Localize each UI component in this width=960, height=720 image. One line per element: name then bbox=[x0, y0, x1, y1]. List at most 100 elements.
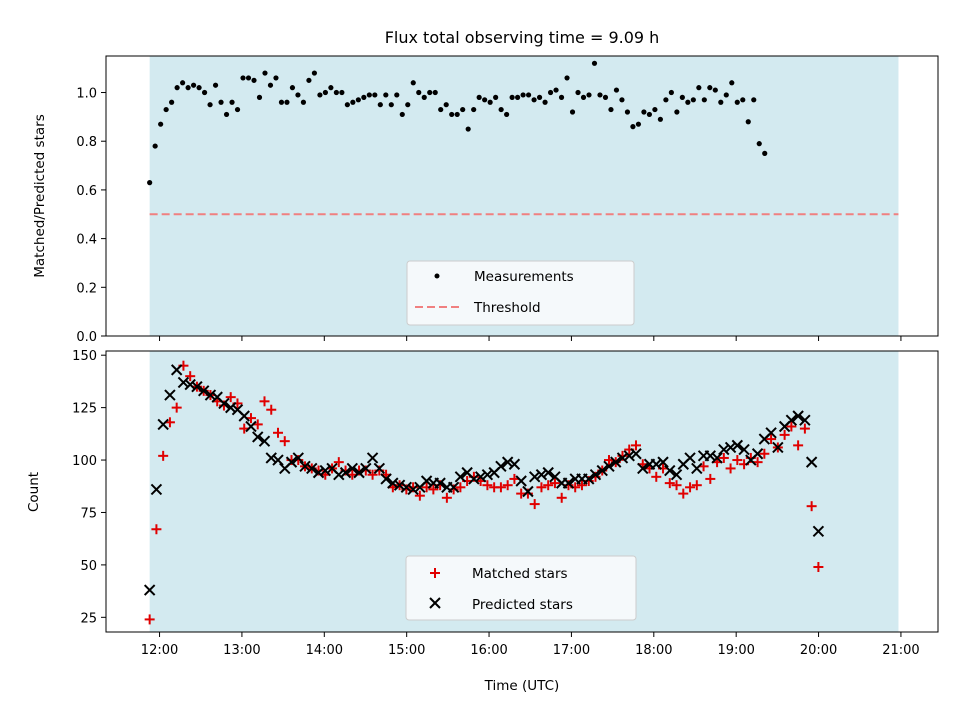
measurement-point bbox=[504, 111, 510, 118]
matched-star-point bbox=[549, 478, 560, 489]
legend-matched-label: Matched stars bbox=[472, 566, 568, 582]
top-legend-box bbox=[406, 260, 635, 326]
bottom-y-tick-label: 50 bbox=[80, 559, 97, 574]
predicted-star-point bbox=[508, 458, 521, 470]
measurement-point bbox=[443, 102, 449, 108]
predicted-star-point bbox=[353, 466, 365, 479]
predicted-star-point bbox=[312, 466, 325, 479]
x-tick-label: 20:00 bbox=[800, 643, 837, 658]
predicted-star-point bbox=[333, 469, 345, 481]
predicted-star-point bbox=[400, 481, 413, 494]
predicted-star-point bbox=[799, 414, 811, 426]
predicted-star-point bbox=[772, 441, 784, 454]
matched-star-point bbox=[556, 492, 567, 503]
predicted-star-point bbox=[785, 414, 798, 426]
measurement-point bbox=[515, 94, 521, 100]
measurement-point bbox=[471, 106, 477, 113]
measurement-point bbox=[388, 102, 394, 108]
measurement-point bbox=[322, 89, 328, 96]
matched-star-point bbox=[171, 402, 182, 413]
x-tick-label: 14:00 bbox=[306, 643, 343, 658]
matched-star-point bbox=[279, 436, 290, 447]
measurement-point bbox=[169, 99, 175, 105]
predicted-star-point bbox=[596, 464, 608, 477]
top-legend: Measurements Threshold bbox=[406, 260, 635, 326]
x-tick-label: 13:00 bbox=[223, 643, 260, 658]
predicted-star-point bbox=[711, 452, 723, 464]
matched-star-point bbox=[185, 371, 196, 382]
predicted-star-point bbox=[691, 462, 703, 475]
predicted-star-point bbox=[630, 448, 642, 460]
measurement-point bbox=[696, 85, 702, 91]
measurement-point bbox=[267, 82, 274, 88]
measurement-point bbox=[152, 143, 158, 149]
predicted-star-point bbox=[299, 460, 311, 473]
matched-star-point bbox=[455, 482, 466, 493]
measurement-point bbox=[333, 89, 339, 96]
matched-star-point bbox=[631, 440, 642, 451]
predicted-star-point bbox=[265, 452, 277, 464]
x-tick-label: 18:00 bbox=[635, 643, 672, 658]
matched-star-point bbox=[793, 440, 804, 451]
measurement-point bbox=[751, 97, 757, 103]
measurement-point bbox=[564, 75, 570, 81]
measurement-point bbox=[295, 92, 301, 98]
predicted-star-point bbox=[360, 462, 372, 475]
legend-measurements-label: Measurements bbox=[474, 269, 574, 285]
x-tick-label: 16:00 bbox=[470, 643, 507, 658]
measurement-point bbox=[476, 94, 482, 100]
matched-star-point bbox=[705, 473, 716, 484]
measurement-point bbox=[372, 92, 378, 98]
predicted-star-point bbox=[218, 397, 230, 410]
predicted-star-point bbox=[684, 452, 696, 464]
predicted-star-point bbox=[319, 464, 331, 477]
predicted-star-point bbox=[792, 410, 804, 422]
measurement-point bbox=[624, 109, 631, 115]
measurement-point bbox=[245, 75, 252, 81]
measurement-point bbox=[262, 70, 268, 76]
legend-threshold-label: Threshold bbox=[473, 300, 541, 316]
measurement-point bbox=[394, 92, 400, 98]
measurement-point bbox=[328, 85, 334, 91]
measurement-point bbox=[525, 92, 532, 98]
predicted-star-point bbox=[515, 475, 527, 487]
predicted-star-point bbox=[238, 410, 250, 422]
top-y-tick-label: 0.8 bbox=[76, 135, 97, 150]
predicted-star-point bbox=[407, 483, 419, 496]
predicted-star-point bbox=[731, 439, 744, 452]
matched-star-point bbox=[732, 455, 743, 466]
predicted-star-point bbox=[258, 435, 271, 447]
matched-star-point bbox=[414, 490, 425, 501]
top-y-tick-label: 0.0 bbox=[76, 330, 97, 345]
measurement-point bbox=[196, 85, 202, 91]
predicted-star-point bbox=[724, 441, 737, 454]
predicted-star-point bbox=[495, 460, 507, 473]
predicted-star-point bbox=[420, 475, 433, 487]
bottom-y-tick-label: 100 bbox=[72, 454, 97, 469]
measurement-point bbox=[509, 94, 515, 100]
measurement-point bbox=[498, 106, 504, 113]
measurement-point bbox=[405, 102, 411, 108]
measurement-point bbox=[635, 121, 642, 127]
predicted-star-point bbox=[637, 462, 649, 475]
measurement-point bbox=[212, 82, 219, 88]
matched-star-point bbox=[266, 404, 277, 415]
x-tick-label: 19:00 bbox=[717, 643, 754, 658]
measurement-point bbox=[174, 85, 180, 91]
measurement-point bbox=[432, 89, 438, 96]
measurement-point bbox=[251, 77, 257, 83]
matched-star-point bbox=[806, 501, 817, 512]
predicted-star-point bbox=[542, 466, 554, 479]
bottom-legend: Matched stars Predicted stars bbox=[405, 555, 637, 621]
measurement-point bbox=[553, 87, 559, 93]
predicted-star-point bbox=[664, 464, 676, 477]
matched-star-point bbox=[759, 448, 770, 459]
matched-star-point bbox=[671, 480, 682, 491]
measurement-point bbox=[734, 99, 740, 105]
predicted-star-point bbox=[474, 471, 487, 483]
measurement-point bbox=[190, 82, 197, 88]
top-y-tick-label: 0.6 bbox=[76, 184, 97, 199]
predicted-star-point bbox=[623, 450, 635, 462]
measurement-point bbox=[701, 97, 707, 103]
bottom-axes-frame bbox=[105, 350, 939, 633]
